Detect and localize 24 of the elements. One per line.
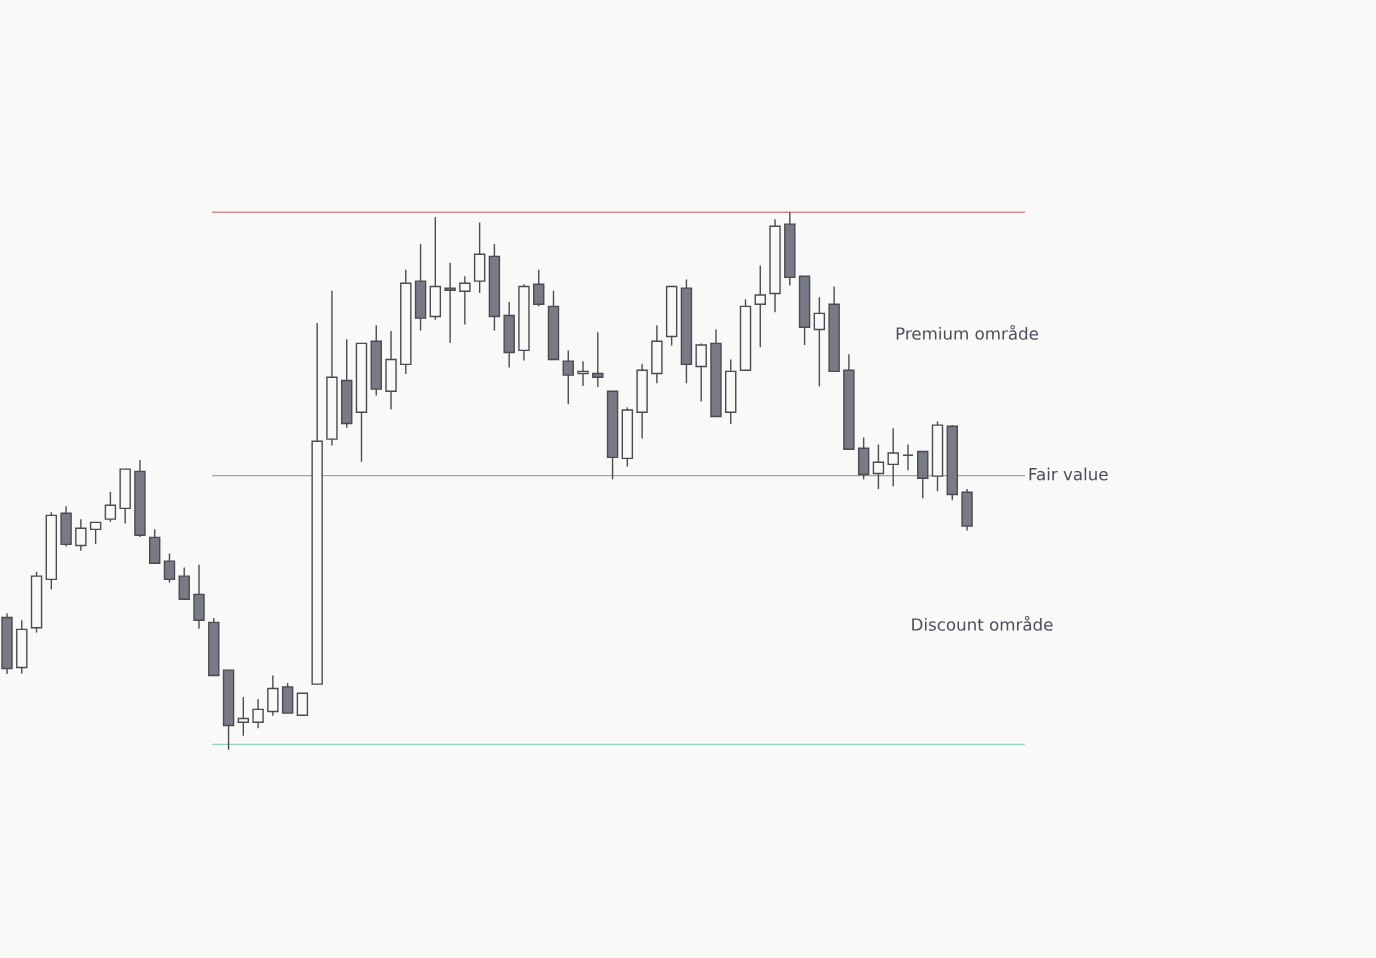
candlestick	[459, 275, 471, 326]
annotation: Premium område	[896, 324, 1039, 340]
candlestick	[754, 264, 766, 348]
candlestick	[577, 360, 589, 387]
candlestick	[533, 269, 545, 308]
candlestick	[89, 521, 102, 545]
ref-line-label: Fair value	[1029, 467, 1108, 481]
candlestick	[695, 342, 707, 403]
candlestick	[296, 692, 309, 717]
candlestick	[75, 518, 87, 552]
candlestick	[887, 427, 899, 488]
candlestick	[252, 698, 264, 729]
candlestick	[444, 262, 456, 344]
candlestick	[178, 566, 190, 600]
candlestick	[104, 491, 117, 523]
candlestick	[902, 443, 914, 471]
candlestick	[163, 552, 176, 584]
candlestick	[267, 674, 279, 717]
candlestick	[237, 696, 250, 737]
candlestick	[562, 349, 574, 405]
annotation: Discount område	[912, 615, 1053, 631]
candlestick	[592, 331, 604, 388]
candlestick	[872, 443, 885, 490]
candlestick	[813, 296, 826, 388]
